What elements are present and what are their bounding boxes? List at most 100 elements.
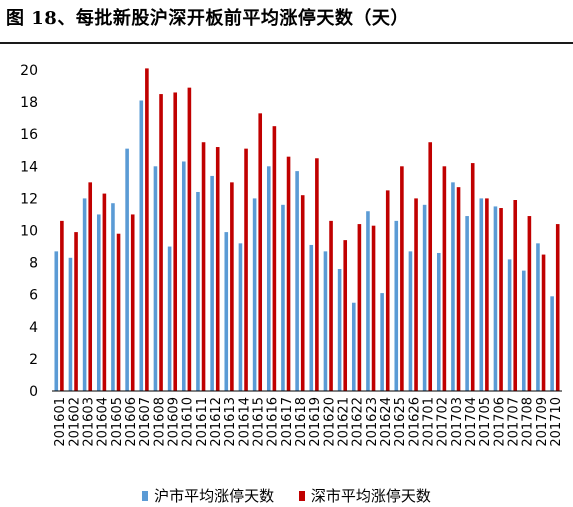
- bar-sh: [351, 302, 356, 391]
- bar-sz: [400, 166, 404, 391]
- legend-swatch-sz: [298, 490, 305, 501]
- legend-item-sh: 沪市平均涨停天数: [142, 485, 274, 506]
- x-tick-label: 201703: [450, 397, 465, 447]
- x-tick-label: 201702: [436, 397, 451, 447]
- bar-sz: [272, 126, 277, 392]
- bar-sh: [550, 296, 554, 391]
- bar-sz: [60, 220, 64, 391]
- bar-sz: [116, 233, 121, 391]
- x-tick-label: 201626: [407, 397, 422, 447]
- bar-sz: [527, 216, 532, 391]
- bar-sh: [536, 243, 540, 391]
- bar-sh: [479, 198, 484, 391]
- bar-sz: [145, 68, 149, 392]
- x-tick-label: 201708: [521, 397, 536, 447]
- bar-sh: [96, 214, 101, 391]
- bar-sh: [309, 244, 314, 391]
- x-tick-label: 201605: [110, 397, 125, 447]
- bar-sz: [215, 147, 220, 391]
- bar-sh: [167, 246, 172, 391]
- bar-sh: [408, 251, 413, 391]
- bar-sh: [82, 198, 87, 391]
- bar-sz: [300, 195, 305, 391]
- y-tick-label: 6: [29, 288, 38, 304]
- bar-sh: [323, 251, 328, 391]
- x-tick-label: 201704: [464, 397, 479, 447]
- bar-sz: [74, 232, 78, 391]
- x-tick-label: 201612: [209, 397, 224, 447]
- y-tick-label: 4: [29, 320, 38, 336]
- bar-sz: [499, 208, 503, 391]
- bar-sh: [54, 251, 59, 391]
- y-tick-label: 8: [29, 256, 38, 272]
- bar-sh: [465, 216, 469, 391]
- y-tick-label: 20: [20, 63, 38, 79]
- bar-sz: [541, 254, 546, 391]
- y-tick-label: 12: [20, 191, 38, 207]
- x-tick-label: 201604: [96, 397, 111, 447]
- x-tick-label: 201613: [223, 397, 238, 447]
- bar-sh: [224, 232, 229, 391]
- legend-swatch-sh: [142, 490, 149, 501]
- y-tick-label: 14: [20, 159, 38, 175]
- y-tick-label: 2: [29, 352, 38, 368]
- bar-sz: [286, 156, 291, 391]
- bar-sh: [266, 166, 271, 391]
- x-tick-label: 201603: [81, 397, 96, 447]
- bar-sz: [187, 87, 192, 391]
- figure-title: 图 18、每批新股沪深开板前平均涨停天数（天）: [6, 8, 409, 29]
- bar-sh: [196, 191, 200, 391]
- bar-sh: [380, 293, 384, 391]
- y-tick-label: 18: [20, 95, 38, 111]
- x-tick-label: 201706: [492, 397, 507, 447]
- bar-sh: [295, 171, 299, 391]
- y-tick-label: 16: [20, 127, 38, 143]
- x-tick-label: 201620: [322, 397, 337, 447]
- bar-sz: [414, 198, 418, 391]
- bar-sz: [371, 225, 376, 391]
- bar-sz: [428, 142, 433, 391]
- bar-sz: [329, 220, 333, 391]
- bar-sh: [281, 204, 285, 391]
- y-tick-label: 10: [20, 224, 38, 240]
- legend-item-sz: 深市平均涨停天数: [298, 485, 431, 506]
- x-tick-label: 201617: [280, 397, 295, 447]
- x-tick-label: 201602: [67, 397, 82, 447]
- bar-sh: [366, 211, 370, 391]
- x-tick-label: 201701: [421, 397, 436, 447]
- x-tick-label: 201622: [351, 397, 366, 447]
- bar-sz: [102, 193, 107, 391]
- x-tick-label: 201606: [124, 397, 139, 447]
- x-tick-label: 201624: [379, 397, 394, 447]
- x-tick-label: 201615: [251, 397, 266, 447]
- bar-sh: [394, 220, 399, 391]
- x-tick-label: 201607: [138, 397, 153, 447]
- bar-sz: [385, 190, 390, 391]
- legend-label-sz: 深市平均涨停天数: [310, 487, 431, 505]
- x-tick-label: 201710: [549, 397, 564, 447]
- x-tick-label: 201709: [535, 397, 550, 447]
- bar-sz: [201, 142, 206, 391]
- bar-sz: [456, 187, 461, 391]
- bar-sh: [422, 204, 427, 391]
- legend-label-sh: 沪市平均涨停天数: [154, 487, 275, 505]
- bar-sz: [555, 224, 560, 391]
- bar-sh: [436, 252, 441, 391]
- bar-sh: [111, 203, 115, 391]
- bar-sz: [343, 240, 348, 391]
- bar-sh: [181, 161, 186, 391]
- x-tick-label: 201614: [237, 397, 252, 447]
- bar-sh: [153, 166, 158, 391]
- x-tick-label: 201707: [506, 397, 521, 447]
- bar-sz: [173, 92, 178, 391]
- bar-sh: [68, 257, 73, 391]
- bar-sz: [513, 200, 518, 391]
- bar-sz: [442, 166, 447, 391]
- bar-sh: [139, 100, 144, 392]
- x-tick-label: 201610: [181, 397, 196, 447]
- x-tick-label: 201621: [336, 397, 351, 447]
- bar-sh: [252, 198, 257, 391]
- bar-sz: [130, 214, 135, 391]
- bar-sh: [125, 148, 129, 391]
